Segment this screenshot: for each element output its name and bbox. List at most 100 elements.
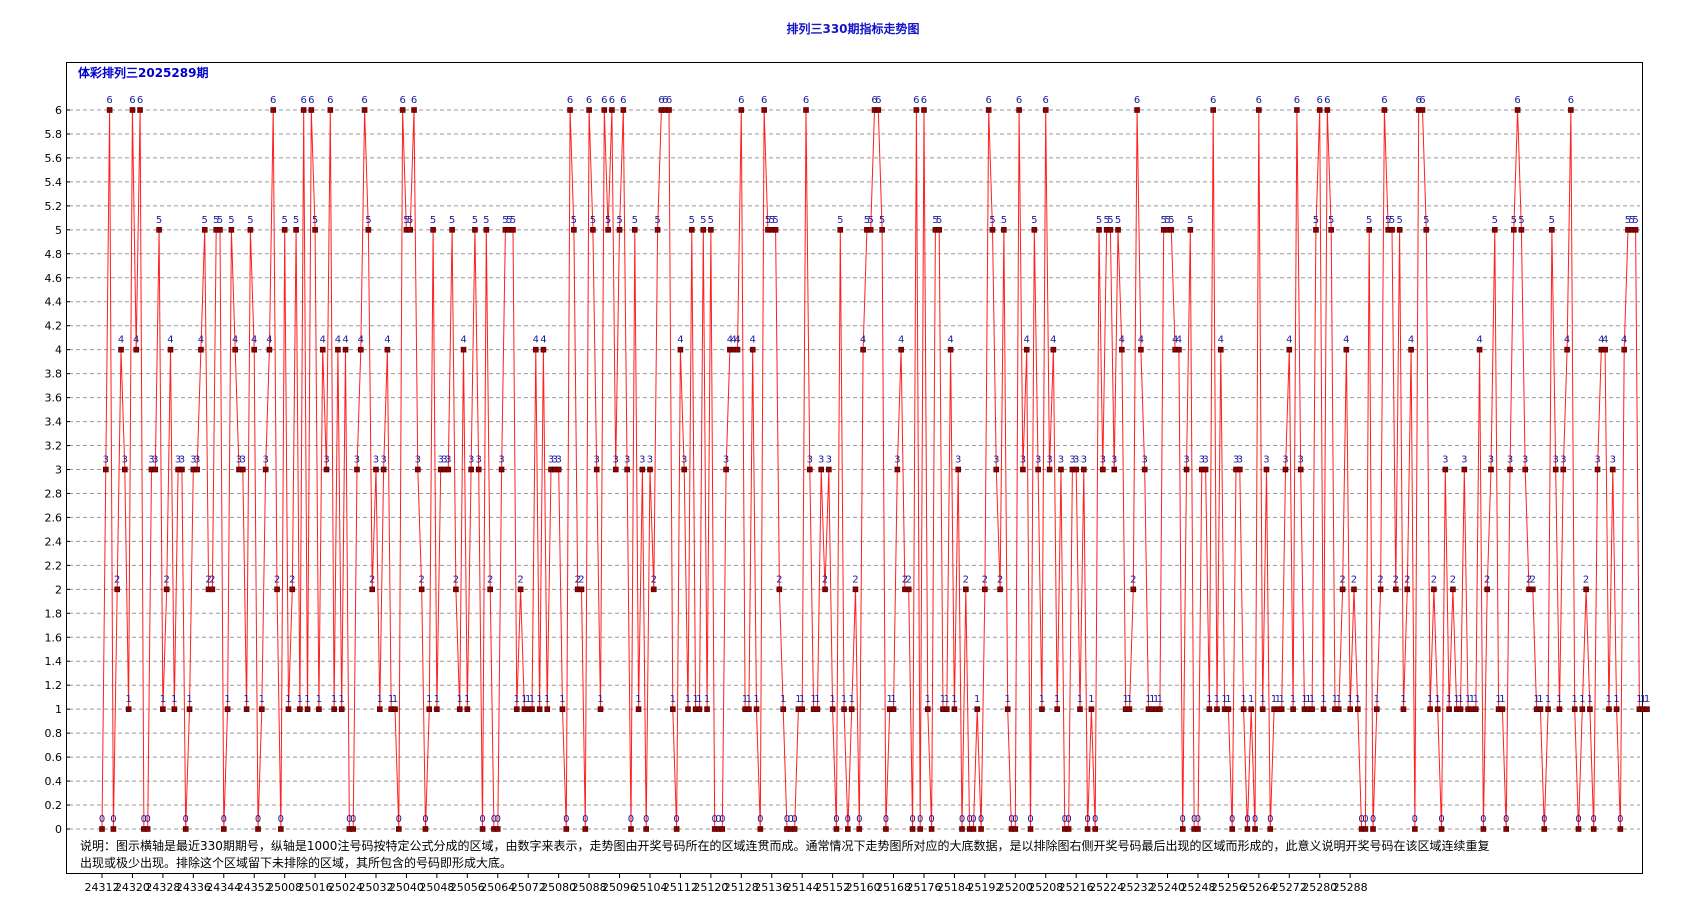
data-label: 5 bbox=[605, 215, 611, 226]
data-point bbox=[757, 826, 764, 832]
data-label: 3 bbox=[1594, 455, 1600, 466]
data-label: 4 bbox=[677, 335, 683, 346]
data-point bbox=[772, 227, 779, 233]
data-point bbox=[323, 466, 330, 473]
data-label: 1 bbox=[1465, 694, 1471, 705]
data-point bbox=[1027, 826, 1034, 832]
data-label: 1 bbox=[1240, 694, 1246, 705]
data-point bbox=[689, 227, 695, 233]
data-label: 0 bbox=[1027, 814, 1033, 825]
data-point bbox=[1347, 706, 1353, 712]
data-point bbox=[612, 466, 619, 473]
data-label: 5 bbox=[1115, 215, 1121, 226]
data-point bbox=[228, 227, 235, 233]
data-point bbox=[1583, 586, 1589, 593]
data-point bbox=[978, 826, 984, 832]
data-point bbox=[1195, 826, 1201, 832]
data-point bbox=[1217, 346, 1224, 353]
data-label: 1 bbox=[125, 694, 131, 705]
data-point bbox=[1031, 227, 1038, 233]
y-tick-label: 6 bbox=[55, 104, 62, 117]
data-label: 4 bbox=[266, 335, 272, 346]
data-point bbox=[1587, 706, 1593, 712]
data-point bbox=[1324, 107, 1331, 113]
data-point bbox=[1084, 826, 1091, 832]
y-tick-label: 4.6 bbox=[45, 272, 63, 285]
data-label: 1 bbox=[704, 694, 710, 705]
data-point bbox=[411, 107, 417, 113]
data-label: 1 bbox=[795, 694, 801, 705]
data-label: 3 bbox=[555, 455, 561, 466]
y-tick-label: 0.6 bbox=[45, 751, 63, 764]
data-label: 3 bbox=[415, 455, 421, 466]
data-label: 1 bbox=[1400, 694, 1406, 705]
data-label: 1 bbox=[544, 694, 550, 705]
data-label: 0 bbox=[491, 814, 497, 825]
data-point bbox=[1168, 227, 1175, 233]
data-point bbox=[1606, 706, 1612, 712]
data-label: 6 bbox=[137, 95, 143, 106]
data-label: 2 bbox=[487, 574, 493, 585]
data-label: 3 bbox=[476, 455, 482, 466]
y-tick-label: 1.4 bbox=[45, 655, 63, 668]
data-label: 1 bbox=[696, 694, 702, 705]
data-point bbox=[963, 586, 969, 593]
data-label: 3 bbox=[1461, 455, 1467, 466]
data-point bbox=[342, 346, 349, 353]
data-point bbox=[1419, 107, 1426, 113]
y-tick-label: 2.6 bbox=[45, 511, 63, 524]
data-label: 1 bbox=[951, 694, 957, 705]
data-point bbox=[1412, 826, 1418, 832]
data-point bbox=[1609, 466, 1616, 473]
data-label: 4 bbox=[251, 335, 257, 346]
data-point bbox=[103, 466, 109, 473]
y-tick-label: 5.6 bbox=[45, 152, 63, 165]
data-label: 3 bbox=[548, 455, 554, 466]
data-point bbox=[1058, 466, 1064, 473]
data-point bbox=[1141, 466, 1148, 473]
data-label: 1 bbox=[1606, 694, 1612, 705]
data-point bbox=[293, 227, 299, 233]
data-label: 1 bbox=[1126, 694, 1132, 705]
data-point bbox=[822, 586, 828, 593]
data-label: 5 bbox=[213, 215, 219, 226]
data-label: 3 bbox=[1183, 455, 1189, 466]
data-point bbox=[700, 227, 707, 233]
data-point bbox=[673, 826, 680, 832]
data-point bbox=[156, 227, 162, 233]
data-point bbox=[335, 346, 341, 353]
data-point bbox=[924, 706, 931, 712]
x-tick-label: 25072 bbox=[511, 881, 546, 894]
data-point bbox=[445, 466, 452, 473]
data-label: 4 bbox=[232, 335, 238, 346]
data-point bbox=[1621, 346, 1627, 353]
data-label: 5 bbox=[449, 215, 455, 226]
y-tick-label: 2.4 bbox=[45, 535, 63, 548]
data-label: 5 bbox=[1632, 215, 1638, 226]
data-label: 0 bbox=[1438, 814, 1444, 825]
data-label: 1 bbox=[1214, 694, 1220, 705]
data-point bbox=[624, 466, 630, 473]
data-point bbox=[1020, 466, 1026, 473]
data-label: 5 bbox=[202, 215, 208, 226]
data-label: 1 bbox=[536, 694, 542, 705]
data-point bbox=[1522, 466, 1529, 473]
data-point bbox=[1590, 826, 1597, 832]
x-tick-label: 25184 bbox=[937, 881, 972, 894]
data-label: 3 bbox=[1046, 455, 1052, 466]
data-label: 3 bbox=[1081, 455, 1087, 466]
data-label: 0 bbox=[1195, 814, 1201, 825]
data-label: 4 bbox=[342, 335, 348, 346]
data-label: 1 bbox=[529, 694, 535, 705]
x-tick-label: 25176 bbox=[906, 881, 941, 894]
data-label: 1 bbox=[331, 694, 337, 705]
data-label: 2 bbox=[453, 574, 459, 585]
data-point bbox=[704, 706, 710, 712]
data-label: 4 bbox=[1476, 335, 1482, 346]
data-point bbox=[255, 826, 261, 832]
data-label: 1 bbox=[224, 694, 230, 705]
data-point bbox=[1530, 586, 1536, 593]
data-point bbox=[1290, 706, 1296, 712]
data-point bbox=[761, 107, 767, 113]
data-label: 0 bbox=[715, 814, 721, 825]
